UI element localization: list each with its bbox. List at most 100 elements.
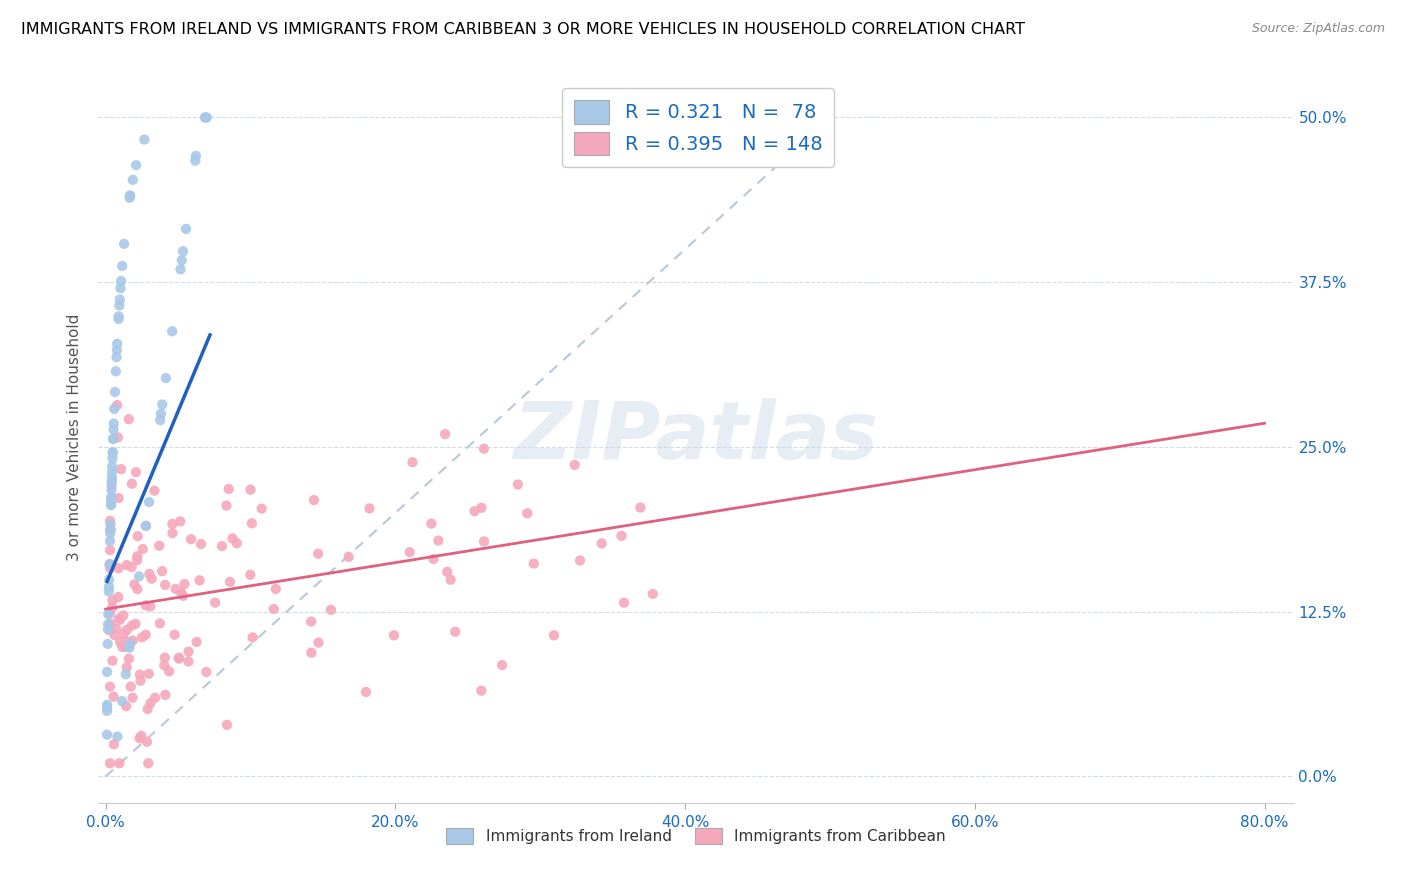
Point (225, 536, 247, 550)
Point (132, 541, 155, 556)
Point (105, 398, 128, 412)
Point (172, 244, 194, 259)
Point (641, 587, 664, 601)
Point (167, 651, 190, 665)
Point (569, 553, 592, 567)
Point (491, 658, 513, 673)
Point (101, 451, 124, 466)
Point (359, 501, 381, 516)
Point (160, 324, 183, 338)
Point (523, 557, 546, 571)
Point (115, 699, 138, 714)
Point (107, 430, 129, 444)
Point (101, 654, 124, 668)
Point (136, 756, 159, 771)
Point (141, 572, 163, 586)
Point (564, 458, 586, 472)
Point (131, 729, 153, 743)
Point (138, 495, 160, 509)
Point (112, 640, 135, 654)
Point (382, 628, 405, 642)
Point (105, 336, 128, 351)
Point (195, 111, 218, 125)
Point (427, 533, 450, 548)
Point (101, 445, 124, 459)
Point (136, 702, 159, 716)
Point (180, 532, 202, 546)
Point (101, 432, 124, 446)
Point (98, 514, 121, 528)
Point (240, 516, 263, 531)
Point (299, 646, 322, 660)
Point (97, 607, 120, 622)
Point (204, 596, 226, 610)
Point (139, 696, 162, 710)
Point (125, 465, 148, 479)
Point (162, 516, 184, 531)
Point (107, 312, 129, 326)
Point (98, 524, 121, 538)
Point (107, 561, 129, 575)
Point (302, 493, 325, 508)
Point (115, 558, 138, 573)
Point (103, 401, 125, 416)
Legend: Immigrants from Ireland, Immigrants from Caribbean: Immigrants from Ireland, Immigrants from… (440, 822, 952, 850)
Point (101, 465, 124, 479)
Point (242, 631, 264, 645)
Point (100, 558, 122, 573)
Point (97, 617, 120, 632)
Point (434, 427, 457, 442)
Point (613, 596, 636, 610)
Point (188, 574, 211, 588)
Point (138, 566, 160, 581)
Point (128, 667, 150, 681)
Point (439, 573, 461, 587)
Point (98, 543, 121, 558)
Point (153, 578, 176, 592)
Point (143, 483, 166, 498)
Point (104, 364, 127, 378)
Text: Source: ZipAtlas.com: Source: ZipAtlas.com (1251, 22, 1385, 36)
Point (101, 470, 124, 484)
Point (194, 111, 217, 125)
Point (96, 728, 118, 742)
Point (195, 665, 218, 679)
Point (111, 259, 134, 273)
Point (112, 236, 135, 251)
Point (111, 694, 134, 708)
Point (470, 500, 492, 515)
Point (108, 298, 131, 312)
Point (250, 501, 273, 516)
Point (149, 616, 172, 631)
Point (115, 634, 138, 648)
Point (170, 253, 193, 268)
Point (464, 504, 486, 518)
Text: ZIPatlas: ZIPatlas (513, 398, 879, 476)
Point (128, 731, 150, 746)
Point (105, 343, 128, 357)
Point (120, 680, 142, 694)
Point (118, 191, 141, 205)
Point (184, 149, 207, 163)
Point (100, 490, 122, 504)
Point (138, 666, 160, 681)
Point (107, 612, 129, 626)
Point (169, 262, 191, 277)
Point (105, 622, 128, 636)
Point (110, 281, 132, 295)
Point (118, 189, 141, 203)
Point (153, 650, 176, 665)
Point (307, 547, 329, 561)
Point (103, 737, 125, 751)
Point (135, 518, 157, 533)
Point (155, 688, 177, 702)
Point (112, 608, 135, 623)
Point (105, 350, 128, 364)
Point (112, 627, 135, 641)
Point (96, 665, 118, 679)
Point (100, 492, 122, 507)
Point (506, 477, 529, 491)
Point (239, 567, 262, 582)
Point (98, 616, 121, 631)
Point (610, 529, 633, 543)
